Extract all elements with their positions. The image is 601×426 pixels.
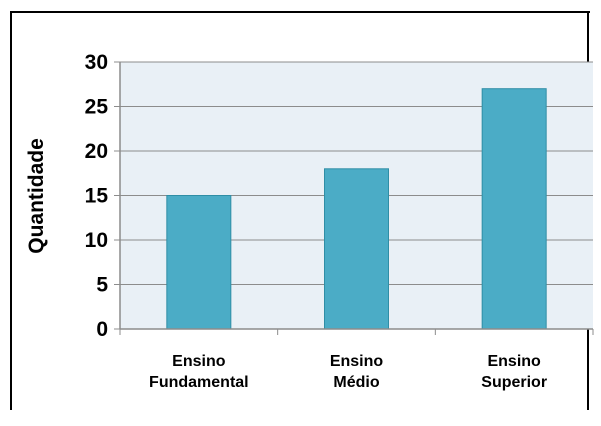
x-tick-label-line: Ensino xyxy=(330,353,384,370)
x-tick-label: Ensino Superior xyxy=(481,353,547,391)
bar xyxy=(481,88,547,330)
y-tick-label: 30 xyxy=(85,51,108,74)
x-tick-label: Ensino Médio xyxy=(330,353,384,391)
y-tick-label: 5 xyxy=(96,274,108,297)
y-tick-label: 20 xyxy=(85,140,108,163)
bar xyxy=(324,168,389,330)
x-tick-label-line: Ensino xyxy=(172,353,226,370)
y-tick-label: 25 xyxy=(85,96,109,119)
bar xyxy=(166,195,232,330)
y-tick-labels: 0 5 10 15 20 25 30 xyxy=(85,51,109,341)
y-tick-label: 15 xyxy=(85,185,109,208)
y-tick-label: 0 xyxy=(96,318,108,341)
y-tick-label: 10 xyxy=(85,229,108,252)
x-tick-labels: Ensino Fundamental Ensino Médio Ensino Superi… xyxy=(149,353,547,391)
x-tick-label-line: Ensino xyxy=(487,353,541,370)
y-axis-label: Quantidade xyxy=(25,138,48,254)
x-tick-label-line: Médio xyxy=(333,374,379,391)
x-tick-label-line: Fundamental xyxy=(149,374,249,391)
x-tick-label: Ensino Fundamental xyxy=(149,353,249,391)
axes xyxy=(119,62,594,335)
bars xyxy=(166,88,547,330)
x-tick-label-line: Superior xyxy=(481,374,547,391)
